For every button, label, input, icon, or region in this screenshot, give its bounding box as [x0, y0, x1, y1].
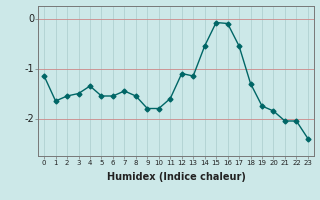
X-axis label: Humidex (Indice chaleur): Humidex (Indice chaleur) [107, 172, 245, 182]
